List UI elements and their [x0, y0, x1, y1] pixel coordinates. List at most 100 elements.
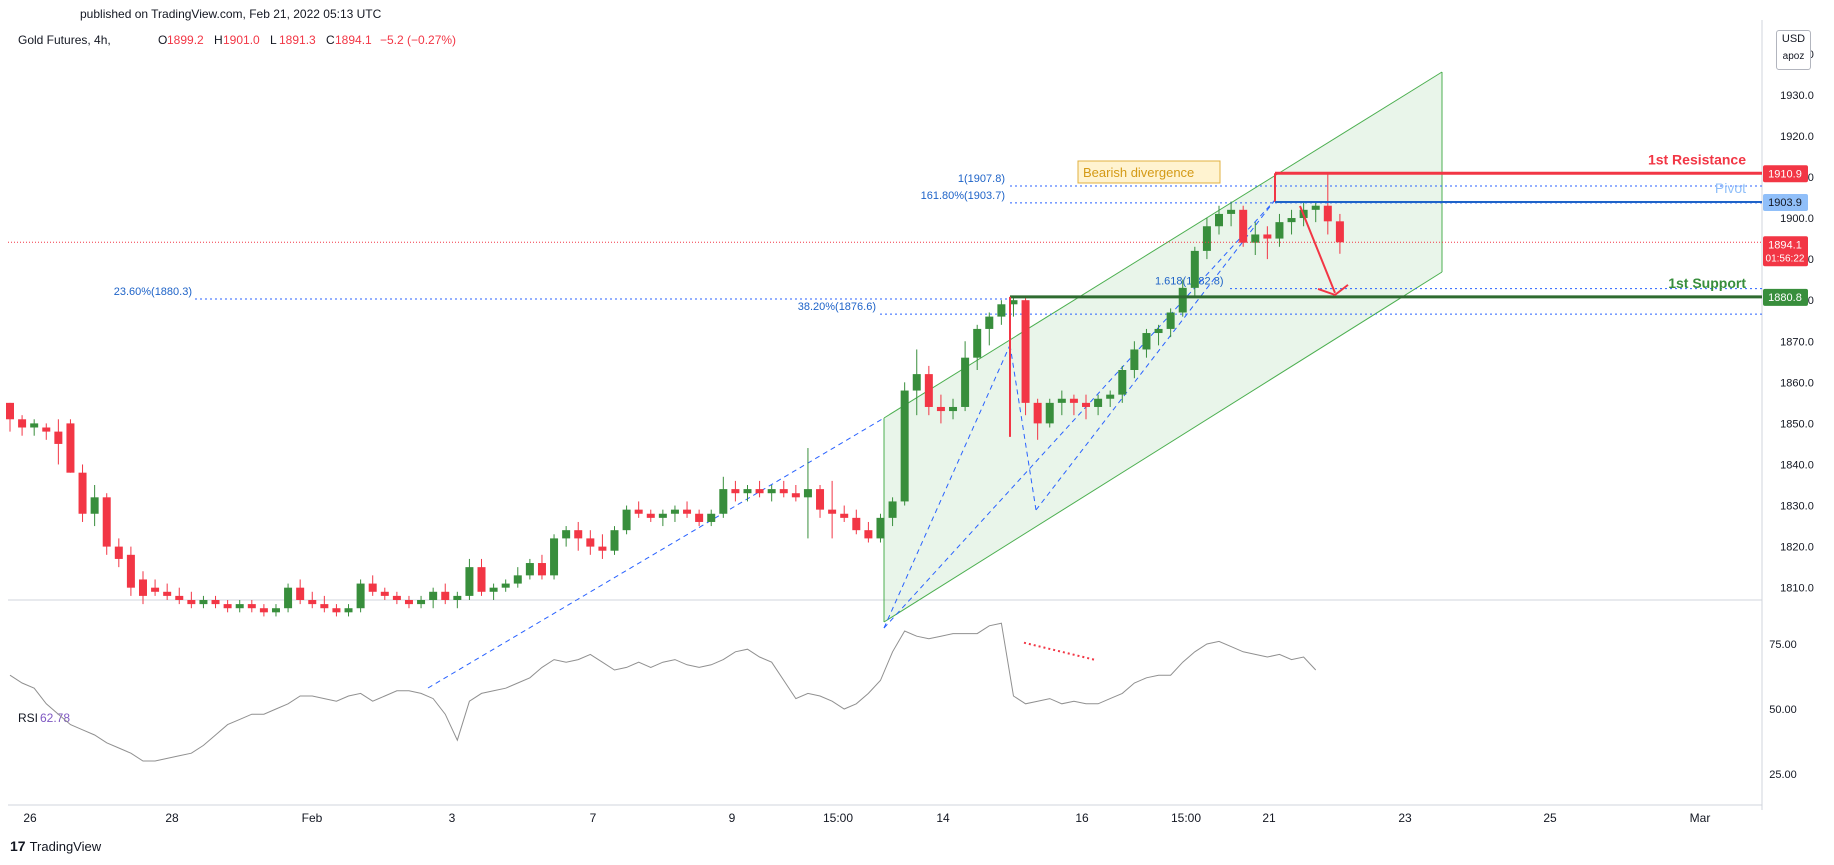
candle-body	[695, 513, 704, 522]
currency-button[interactable]: USD apoz	[1776, 30, 1811, 70]
candle-body	[1239, 209, 1248, 243]
price-tick: 1870.0	[1780, 336, 1814, 348]
ohlc-value: 1894.1	[335, 33, 372, 47]
pivot-badge	[1763, 194, 1808, 212]
candle-body	[1069, 398, 1078, 403]
candle-body	[1178, 287, 1187, 313]
candle-body	[634, 509, 643, 514]
candle-body	[936, 406, 945, 412]
candle-body	[320, 604, 329, 609]
candle-body	[574, 530, 583, 539]
candle-body	[187, 600, 196, 605]
support-badge-value: 1880.8	[1768, 292, 1802, 304]
chart-frame	[8, 20, 1763, 810]
rsi-divergence-line	[1023, 641, 1095, 661]
ohlc-key: H	[214, 33, 223, 47]
time-tick: 21	[1262, 811, 1276, 825]
candle-body	[1202, 226, 1211, 251]
candle-body	[404, 600, 413, 605]
candle-body	[586, 538, 595, 547]
candle-body	[368, 583, 377, 592]
last-price-badge	[1763, 236, 1808, 267]
price-tick: 1860.0	[1780, 377, 1814, 389]
price-tick: 1830.0	[1780, 501, 1814, 513]
rising-channel	[883, 71, 1443, 623]
ohlc-value: 1899.2	[167, 33, 204, 47]
channel-fill	[884, 72, 1442, 622]
candle-body	[501, 583, 510, 588]
candle-body	[30, 423, 39, 428]
candle-body	[175, 595, 184, 600]
level-lines	[8, 171, 1762, 437]
resistance-badge	[1763, 165, 1808, 183]
candle-body	[114, 546, 123, 559]
candle-body	[356, 583, 365, 609]
candle-body	[864, 530, 873, 539]
candle-body	[1154, 328, 1163, 334]
tradingview-logo[interactable]: 17 TradingView	[10, 838, 101, 854]
ohlc-value: 1901.0	[223, 33, 260, 47]
tv-mark-icon: 17	[10, 838, 26, 854]
candle-body	[598, 546, 607, 551]
fib-label: 1(1907.8)	[958, 173, 1005, 185]
fib-trend-line	[883, 199, 1276, 629]
candle-body	[924, 374, 933, 407]
time-tick: 23	[1398, 811, 1412, 825]
candle-body	[1251, 234, 1260, 243]
candle-body	[235, 604, 244, 609]
candle-body	[308, 600, 317, 605]
candle-body	[683, 509, 692, 514]
candle-body	[1287, 218, 1296, 223]
candle-body	[247, 604, 256, 609]
forecast-arrow-line	[1299, 205, 1336, 294]
candlestick-series	[6, 173, 1344, 617]
fib-trend-line	[1035, 199, 1276, 511]
pivot-label: Pivot	[1715, 180, 1746, 196]
rsi-tick: 25.00	[1769, 769, 1797, 781]
candle-body	[453, 595, 462, 600]
candle-body	[1311, 205, 1320, 210]
candle-body	[828, 509, 837, 514]
fib-trend-line	[883, 344, 1011, 629]
candle-body	[658, 513, 667, 518]
candle-body	[1275, 222, 1284, 239]
candle-body	[912, 374, 921, 391]
candle-body	[1227, 209, 1236, 214]
time-tick: 16	[1075, 811, 1089, 825]
price-tick: 1850.0	[1780, 418, 1814, 430]
candle-body	[199, 600, 208, 605]
currency-sub: apoz	[1782, 51, 1805, 62]
candle-body	[332, 608, 341, 613]
candle-body	[392, 595, 401, 600]
candle-body	[755, 489, 764, 494]
time-tick: 28	[165, 811, 179, 825]
candle-body	[429, 591, 438, 600]
resistance-badge-value: 1910.9	[1768, 168, 1802, 180]
candle-body	[1323, 205, 1332, 222]
currency-label: USD	[1781, 33, 1806, 45]
candle-body	[767, 489, 776, 494]
bearish-divergence-box	[1077, 160, 1221, 184]
candle-body	[417, 600, 426, 605]
time-tick: 25	[1543, 811, 1557, 825]
candle-body	[997, 304, 1006, 317]
candle-body	[211, 600, 220, 605]
candle-body	[513, 575, 522, 584]
candle-body	[1094, 398, 1103, 407]
candle-body	[441, 591, 450, 600]
time-tick: 26	[23, 811, 37, 825]
time-tick: 15:00	[1171, 811, 1201, 825]
candle-body	[489, 587, 498, 592]
candle-body	[562, 530, 571, 539]
rsi-label: RSI	[18, 711, 38, 725]
candle-body	[670, 509, 679, 514]
candle-body	[1057, 398, 1066, 403]
price-tick: 1820.0	[1780, 542, 1814, 554]
fib-trend-line	[427, 417, 885, 689]
candle-body	[18, 419, 27, 428]
price-tick: 1900.0	[1780, 213, 1814, 225]
candle-body	[1215, 213, 1223, 227]
fib-label: 1.618(1882.8)	[1155, 276, 1224, 288]
forecast-arrow-head	[1317, 284, 1349, 297]
